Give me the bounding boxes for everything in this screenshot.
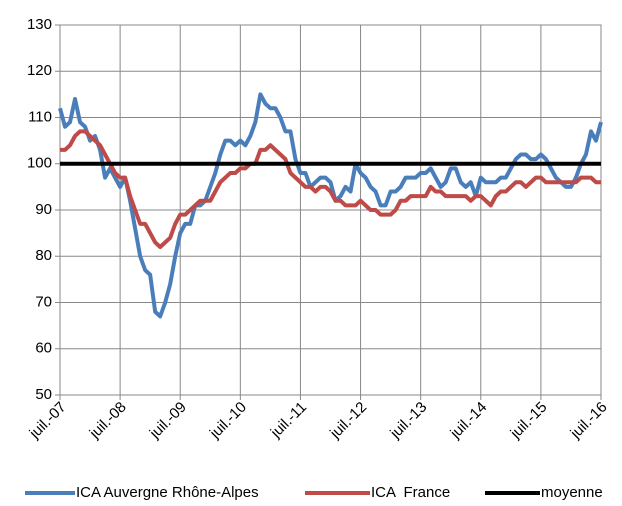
y-tick-label: 70 — [35, 293, 52, 310]
legend-label: ICA France — [371, 484, 450, 501]
x-tick-label: juil.-07 — [26, 399, 70, 443]
y-tick-label: 90 — [35, 201, 52, 218]
x-tick-label: juil.-15 — [507, 399, 551, 443]
legend-label: moyenne — [541, 484, 603, 501]
y-tick-label: 120 — [27, 62, 52, 79]
y-tick-label: 110 — [28, 108, 52, 125]
x-tick-label: juil.-11 — [267, 399, 310, 442]
legend-label: ICA Auvergne Rhône-Alpes — [76, 484, 259, 501]
y-tick-label: 130 — [27, 16, 52, 33]
y-tick-label: 60 — [35, 340, 52, 357]
x-tick-label: juil.-13 — [386, 399, 430, 443]
x-tick-label: juil.-09 — [146, 399, 190, 443]
plot-border — [59, 24, 602, 396]
x-tick-label: juil.-12 — [326, 399, 370, 443]
series-line — [58, 92, 603, 319]
y-tick-label: 100 — [27, 155, 52, 172]
x-tick-label: juil.-16 — [567, 399, 611, 443]
x-tick-label: juil.-14 — [446, 399, 490, 443]
x-tick-label: juil.-10 — [206, 399, 250, 443]
x-tick-label: juil.-08 — [86, 399, 130, 443]
y-tick-label: 80 — [35, 247, 52, 264]
y-tick-label: 50 — [35, 386, 52, 403]
series-line — [60, 129, 601, 249]
